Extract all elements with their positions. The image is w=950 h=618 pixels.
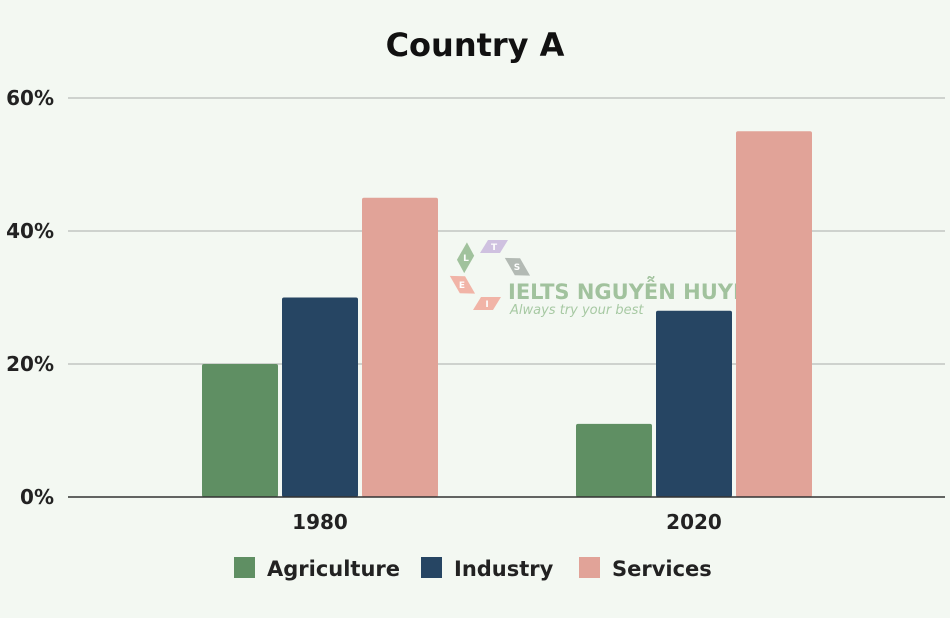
- y-tick-label: 40%: [6, 219, 54, 243]
- watermark-logo-tile: S: [504, 257, 531, 276]
- watermark-logo-tile: T: [480, 240, 508, 253]
- svg-text:T: T: [491, 243, 498, 253]
- y-tick-label: 0%: [20, 485, 54, 509]
- legend-item-services: Services: [579, 557, 712, 581]
- x-tick-labels: 1980 2020: [292, 510, 722, 534]
- bar-agriculture-2020: [576, 423, 652, 497]
- watermark-title: IELTS NGUYỄN HUYỀN: [508, 276, 765, 304]
- legend-swatch: [579, 557, 600, 578]
- bar-services-2020: [736, 131, 812, 497]
- legend-label: Industry: [454, 557, 554, 581]
- legend-item-agriculture: Agriculture: [234, 557, 400, 581]
- x-tick-label: 1980: [292, 510, 348, 534]
- y-tick-label: 20%: [6, 352, 54, 376]
- watermark-logo-tile: I: [473, 297, 501, 310]
- legend-label: Services: [612, 557, 712, 581]
- svg-text:S: S: [514, 263, 520, 273]
- watermark: IELTS NGUYỄN HUYỀN Always try your best …: [449, 240, 765, 318]
- bar-industry-2020: [656, 310, 732, 497]
- svg-text:I: I: [485, 300, 488, 310]
- x-tick-label: 2020: [666, 510, 722, 534]
- bar-industry-1980: [282, 297, 358, 497]
- legend-swatch: [234, 557, 255, 578]
- svg-text:E: E: [459, 281, 465, 291]
- legend: Agriculture Industry Services: [234, 557, 712, 581]
- watermark-logo-tile: L: [456, 242, 475, 274]
- svg-text:L: L: [463, 254, 469, 264]
- bars: [68, 131, 945, 498]
- watermark-logo-tile: E: [449, 275, 476, 294]
- watermark-tagline: Always try your best: [509, 303, 644, 318]
- bar-agriculture-1980: [202, 364, 278, 497]
- legend-swatch: [421, 557, 442, 578]
- legend-item-industry: Industry: [421, 557, 554, 581]
- legend-label: Agriculture: [267, 557, 400, 581]
- bar-services-1980: [362, 197, 438, 497]
- chart-title: Country A: [386, 26, 565, 64]
- y-tick-label: 60%: [6, 86, 54, 110]
